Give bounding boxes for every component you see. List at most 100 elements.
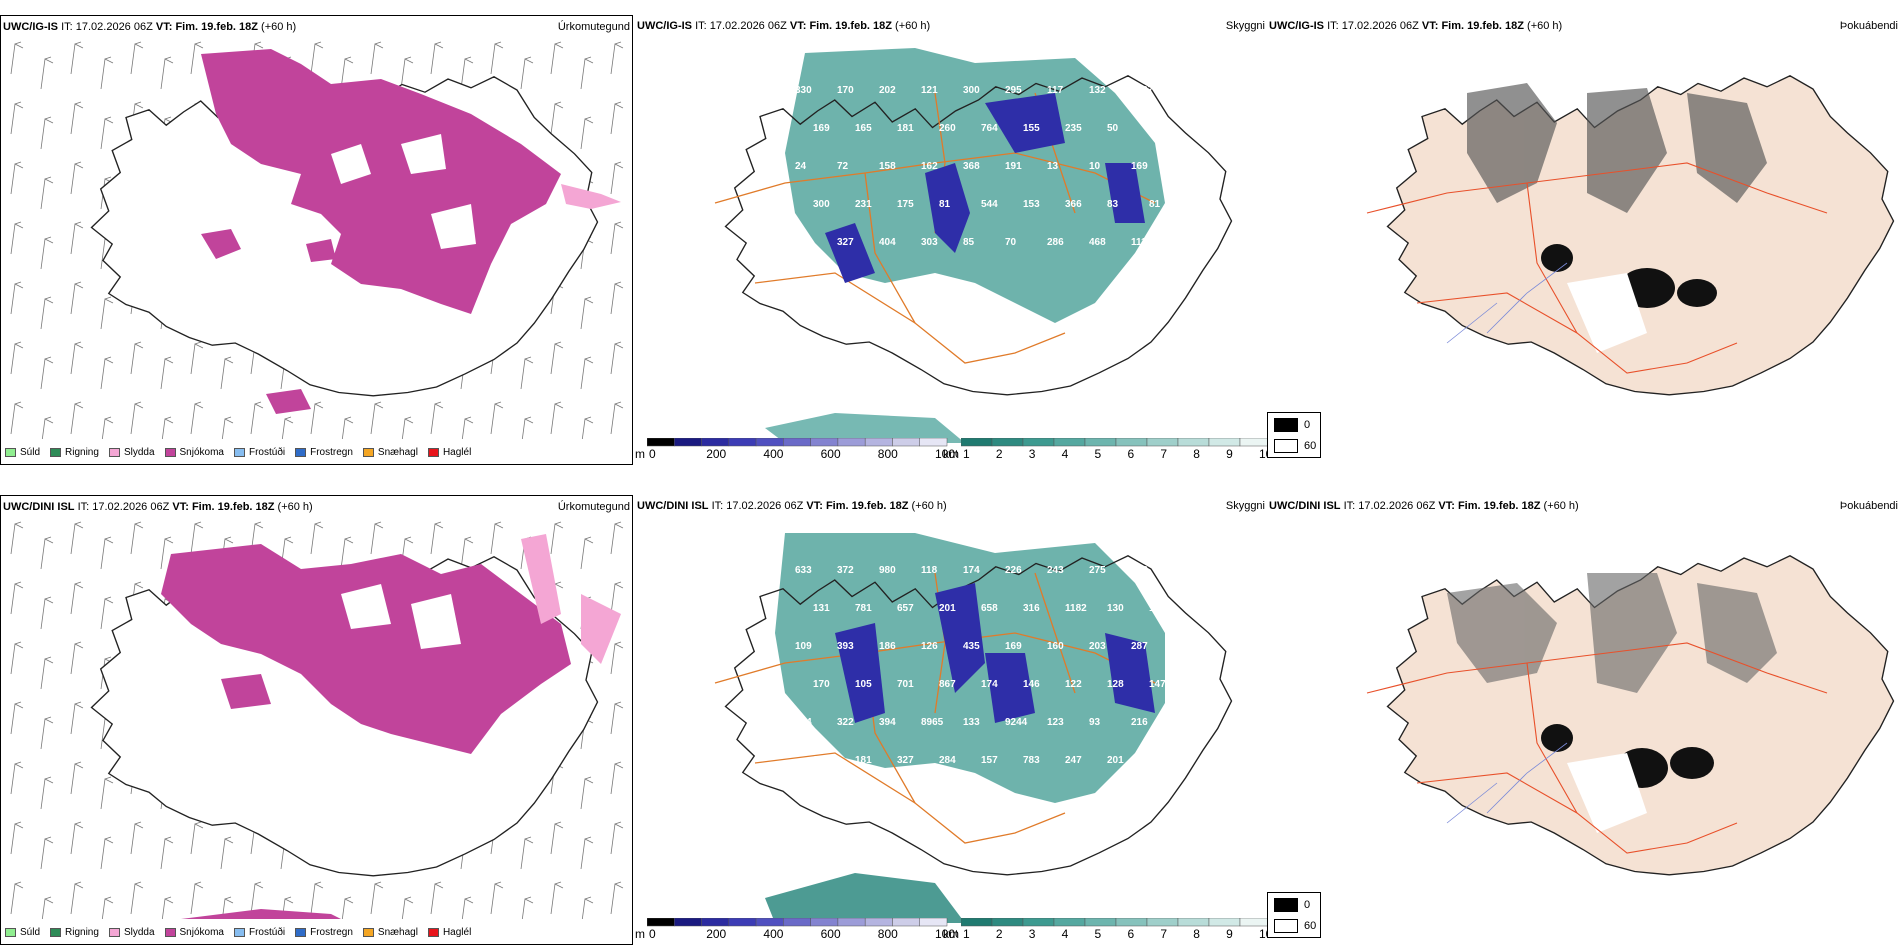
panel-title: UWC/IG-IS IT: 17.02.2026 06Z VT: Fim. 19… <box>1269 20 1563 32</box>
cloud-base-number: 93 <box>1089 717 1101 728</box>
product-title: Úrkomutegund <box>557 501 630 513</box>
cloud-base-number: 85 <box>963 237 975 248</box>
colorbar-segment <box>892 918 920 927</box>
colorbar-tick-label: 2 <box>996 927 1003 940</box>
cloud-base-number: 170 <box>837 85 854 96</box>
legend-item: Haglél <box>427 927 471 938</box>
cloud-base-number: 174 <box>981 679 998 690</box>
legend-item: Slydda <box>108 927 155 938</box>
cloud-base-number: 633 <box>795 565 812 576</box>
colorbar-tick-label: 200 <box>706 447 726 460</box>
visibility-colorbar: km 1 2 3 4 5 6 7 8 9 10 <box>943 918 1281 940</box>
cloud-base-number: 867 <box>939 679 956 690</box>
colorbar-segment <box>1053 438 1086 447</box>
colorbar-segment <box>919 918 948 927</box>
cloud-base-number: 366 <box>1065 199 1082 210</box>
cloud-base-number: 330 <box>795 85 812 96</box>
colorbar-segment <box>1084 438 1117 447</box>
colorbar-segment <box>783 918 811 927</box>
colorbar-tick-label: 1 <box>963 927 970 940</box>
colorbar-segment <box>1146 438 1179 447</box>
cloud-base-number: 160 <box>1047 641 1064 652</box>
colorbar-segment <box>810 438 839 447</box>
precip-map <box>1 514 632 919</box>
fog-legend: 0 60 <box>1267 892 1321 938</box>
colorbar-segment <box>647 438 675 447</box>
colorbar-tick-label: 0 <box>649 447 656 460</box>
cloud-base-colorbar: m 02004006008001000 <box>635 918 957 940</box>
cloud-base-number: 117 <box>1047 85 1064 96</box>
cloud-base-number: 300 <box>813 199 830 210</box>
cloud-base-colorbar: m 02004006008001000 <box>635 438 957 460</box>
colorbar-segment <box>1084 918 1117 927</box>
cloud-base-number: 181 <box>897 123 914 134</box>
fog-shading <box>1447 573 1777 693</box>
cloud-base-number: 170 <box>813 679 830 690</box>
colorbar-segment <box>701 438 730 447</box>
colorbar-segment <box>1177 438 1210 447</box>
colorbar-segment <box>837 438 866 447</box>
colorbar-segment <box>961 918 993 927</box>
precip-panel-top: UWC/IG-IS IT: 17.02.2026 06Z VT: Fim. 19… <box>0 15 633 465</box>
product-title: Skyggni <box>1225 20 1265 32</box>
cloud-base-number: 172 <box>1149 603 1166 614</box>
fog-shading <box>1467 83 1767 213</box>
cloud-base-number: 169 <box>1131 161 1148 172</box>
colorbar-tick-label: 7 <box>1160 447 1167 460</box>
cloud-base-number: 122 <box>1065 679 1082 690</box>
cloud-base-number: 764 <box>981 123 998 134</box>
precip-legend: Súld Rigning Slydda Snjókoma Frostúði Fr… <box>5 447 471 458</box>
cloud-base-number: 50 <box>1107 123 1119 134</box>
cloud-base-number: 284 <box>939 755 956 766</box>
cloud-base-number: 24 <box>795 161 807 172</box>
cloud-base-number: 394 <box>879 717 896 728</box>
cloud-base-number: 9244 <box>1005 717 1028 728</box>
cloud-base-number: 216 <box>1131 717 1148 728</box>
precip-panel-bottom: UWC/DINI ISL IT: 17.02.2026 06Z VT: Fim.… <box>0 495 633 945</box>
cloud-base-number: 157 <box>981 755 998 766</box>
cloud-base-number: 155 <box>1023 123 1040 134</box>
colorbar-segment <box>1177 918 1210 927</box>
cloud-base-number: 10 <box>1089 161 1101 172</box>
cloud-base-number: 70 <box>1005 237 1017 248</box>
cloud-base-number: 12 <box>813 275 825 286</box>
cloud-base-bar-svg: 0 200 400 600 800 1000 <box>647 438 957 460</box>
colorbar-tick-label: 5 <box>1095 447 1102 460</box>
panel-title: UWC/DINI ISL IT: 17.02.2026 06Z VT: Fim.… <box>1269 500 1579 512</box>
legend-item: Frostúði <box>233 927 285 938</box>
cloud-base-number: 13 <box>1047 161 1059 172</box>
cloud-panel-bottom: UWC/DINI ISL IT: 17.02.2026 06Z VT: Fim.… <box>635 495 1273 945</box>
visibility-bar-svg: 1 2 3 4 5 6 7 8 9 10 <box>961 918 1273 940</box>
colorbar-tick-label: 8 <box>1193 447 1200 460</box>
colorbar-tick-label: 400 <box>763 927 783 940</box>
cloud-base-number: 158 <box>879 161 896 172</box>
cloud-base-number: 327 <box>897 755 914 766</box>
cloud-base-number: 247 <box>1065 755 1082 766</box>
panel-title: UWC/DINI ISL IT: 17.02.2026 06Z VT: Fim.… <box>637 500 947 512</box>
cloud-base-number: 202 <box>879 85 896 96</box>
panel-title: UWC/IG-IS IT: 17.02.2026 06Z VT: Fim. 19… <box>637 20 931 32</box>
cloud-panel-top: UWC/IG-IS IT: 17.02.2026 06Z VT: Fim. 19… <box>635 15 1273 465</box>
cloud-base-number: 316 <box>1023 603 1040 614</box>
river-lines <box>1446 262 1568 344</box>
colorbar-tick-label: 3 <box>1029 927 1036 940</box>
colorbar-tick-label: 800 <box>878 447 898 460</box>
cloud-base-bar-svg: 0 200 400 600 800 1000 <box>647 918 957 940</box>
cloud-base-number: 393 <box>837 641 854 652</box>
legend-item: Haglél <box>427 447 471 458</box>
cloud-base-number: 118 <box>921 565 938 576</box>
cloud-base-number: 327 <box>837 237 854 248</box>
cloud-base-number: 3227 <box>1131 85 1154 96</box>
colorbar-tick-label: 8 <box>1193 927 1200 940</box>
cloud-base-number: 203 <box>1089 641 1106 652</box>
cloud-base-number: 286 <box>1047 237 1064 248</box>
cloud-base-number: 435 <box>963 641 980 652</box>
legend-item: Snæhagl <box>362 927 418 938</box>
colorbar-segment <box>991 918 1024 927</box>
cloud-base-number: 105 <box>855 679 872 690</box>
cloud-base-number: 275 <box>1089 565 1106 576</box>
cloud-base-number: 295 <box>1005 85 1022 96</box>
cloud-base-number: 126 <box>921 641 938 652</box>
colorbar-segment <box>1115 438 1148 447</box>
cloud-base-number: 132 <box>1089 85 1106 96</box>
